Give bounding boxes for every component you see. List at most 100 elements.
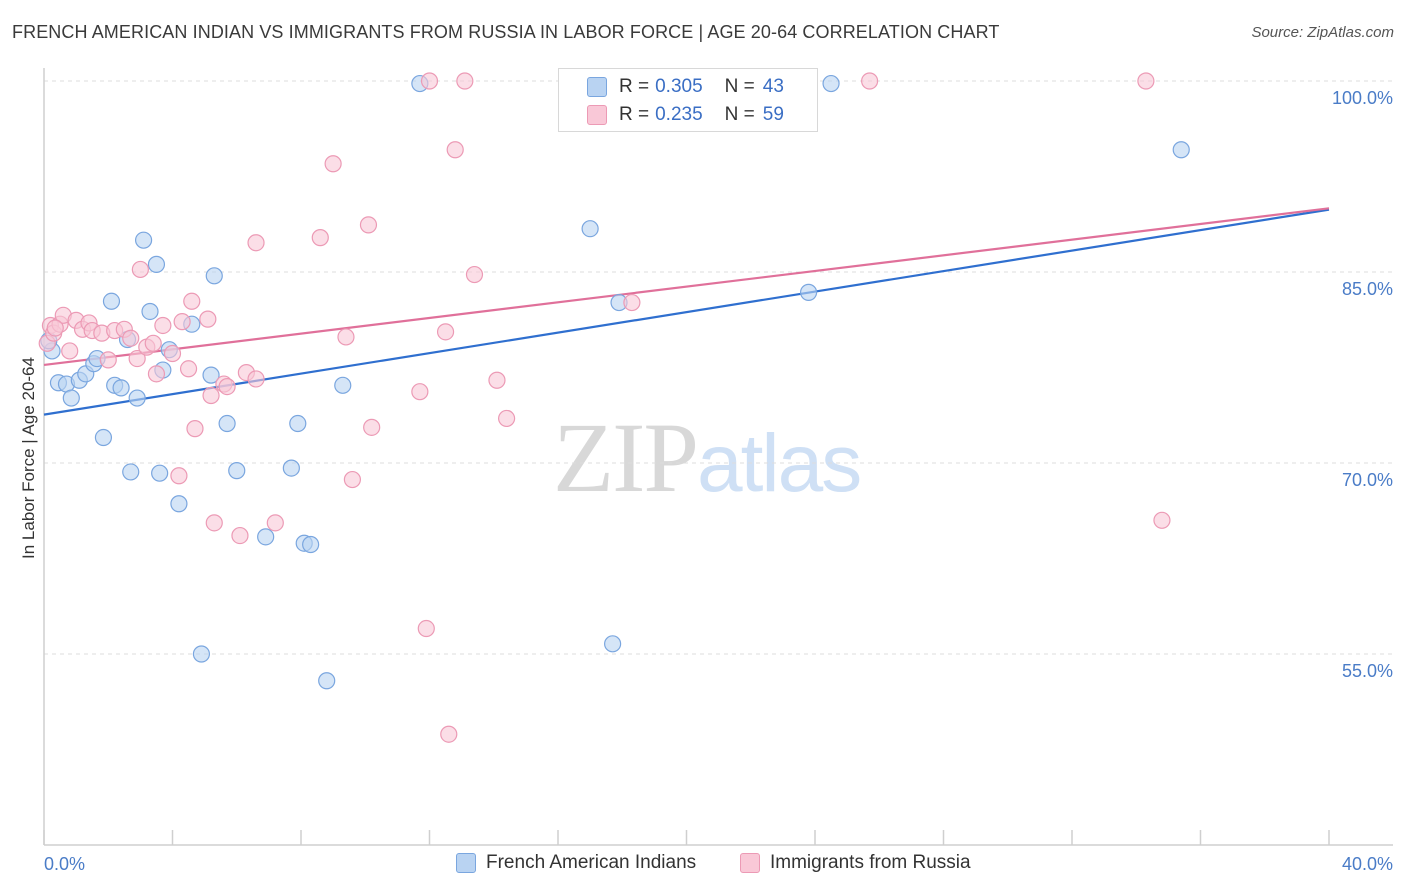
y-tick-labels: 55.0% 70.0% 85.0% 100.0%: [1332, 88, 1393, 681]
point-immigrants-from-russia: [99, 351, 117, 369]
point-immigrants-from-russia: [61, 342, 79, 360]
trend-lines: [43, 207, 1330, 416]
point-immigrants-from-russia: [446, 141, 464, 159]
trend-line-pink: [43, 207, 1330, 367]
point-immigrants-from-russia: [247, 370, 265, 388]
point-immigrants-from-russia: [179, 360, 198, 378]
legend-r-label: R =: [619, 76, 650, 97]
point-french-american-indians: [799, 283, 818, 301]
legend-row-pink: R = 0.235 N = 59: [559, 101, 784, 129]
y-tick-label: 70.0%: [1342, 470, 1393, 490]
point-immigrants-from-russia: [247, 234, 265, 252]
legend-r-label: R =: [619, 104, 650, 125]
y-tick-label: 100.0%: [1332, 88, 1393, 108]
series-immigrants-from-russia: [38, 72, 1171, 743]
bottom-legend-swatch-blue: [456, 853, 476, 873]
point-immigrants-from-russia: [324, 155, 342, 173]
legend-n-value: 59: [762, 104, 784, 125]
point-immigrants-from-russia: [163, 344, 182, 363]
point-french-american-indians: [289, 414, 307, 433]
point-french-american-indians: [318, 672, 336, 690]
point-french-american-indians: [302, 535, 320, 554]
point-immigrants-from-russia: [417, 619, 435, 638]
point-immigrants-from-russia: [266, 514, 284, 532]
y-tick-label: 85.0%: [1342, 279, 1393, 299]
point-immigrants-from-russia: [173, 313, 191, 331]
point-immigrants-from-russia: [488, 371, 506, 389]
legend-swatch-pink: [587, 105, 607, 125]
point-french-american-indians: [134, 231, 153, 249]
point-french-american-indians: [334, 376, 352, 394]
point-immigrants-from-russia: [186, 420, 204, 438]
legend-n-value: 43: [762, 76, 784, 97]
point-immigrants-from-russia: [231, 526, 249, 545]
point-immigrants-from-russia: [343, 470, 361, 489]
point-immigrants-from-russia: [144, 334, 162, 352]
legend-row-blue: R = 0.305 N = 43: [559, 73, 784, 101]
bottom-legend-label-blue: French American Indians: [486, 852, 697, 873]
point-french-american-indians: [604, 635, 622, 653]
point-french-american-indians: [62, 389, 80, 407]
point-immigrants-from-russia: [202, 386, 220, 405]
point-immigrants-from-russia: [861, 72, 879, 90]
point-french-american-indians: [170, 495, 188, 513]
point-french-american-indians: [581, 220, 599, 238]
point-immigrants-from-russia: [122, 329, 140, 347]
point-immigrants-from-russia: [218, 378, 236, 396]
point-immigrants-from-russia: [498, 409, 516, 428]
point-french-american-indians: [147, 255, 166, 273]
point-immigrants-from-russia: [623, 293, 641, 312]
stats-legend: R = 0.305 N = 43 R = 0.235 N = 59: [558, 68, 818, 132]
point-french-american-indians: [257, 528, 275, 546]
point-french-american-indians: [218, 414, 236, 433]
x-tick-label-max: 40.0%: [1342, 854, 1393, 874]
point-french-american-indians: [205, 267, 223, 285]
point-french-american-indians: [151, 464, 169, 482]
point-immigrants-from-russia: [170, 467, 188, 485]
point-immigrants-from-russia: [154, 316, 172, 335]
point-immigrants-from-russia: [147, 365, 166, 383]
point-french-american-indians: [282, 459, 300, 477]
watermark-zip: ZIP: [553, 402, 699, 513]
point-french-american-indians: [141, 302, 159, 321]
point-immigrants-from-russia: [465, 265, 484, 284]
bottom-legend-blue: French American Indians: [456, 852, 696, 874]
point-immigrants-from-russia: [131, 260, 149, 279]
point-immigrants-from-russia: [440, 725, 458, 743]
point-french-american-indians: [102, 292, 121, 310]
legend-r-value: 0.235: [655, 104, 703, 125]
point-french-american-indians: [228, 462, 246, 480]
legend-r-value: 0.305: [655, 76, 703, 97]
point-immigrants-from-russia: [128, 349, 146, 368]
source-credit: Source: ZipAtlas.com: [1251, 24, 1394, 41]
x-tick-label-min: 0.0%: [44, 854, 85, 874]
point-french-american-indians: [128, 389, 146, 407]
point-french-american-indians: [202, 366, 220, 384]
point-french-american-indians: [192, 645, 211, 663]
legend-n-label: N =: [724, 104, 755, 125]
legend-n-label: N =: [724, 76, 755, 97]
y-axis-label: In Labor Force | Age 20-64: [19, 357, 38, 559]
point-immigrants-from-russia: [411, 383, 429, 401]
point-immigrants-from-russia: [199, 310, 217, 328]
point-immigrants-from-russia: [183, 292, 201, 310]
point-french-american-indians: [94, 428, 113, 447]
point-immigrants-from-russia: [456, 72, 474, 90]
point-immigrants-from-russia: [1153, 511, 1171, 529]
legend-swatch-blue: [587, 77, 607, 97]
point-immigrants-from-russia: [436, 323, 455, 341]
point-immigrants-from-russia: [420, 72, 439, 90]
point-immigrants-from-russia: [311, 229, 329, 247]
x-axis-ticks: [43, 830, 1330, 845]
watermark: ZIPatlas: [553, 400, 862, 515]
y-tick-label: 55.0%: [1342, 661, 1393, 681]
series-french-american-indians: [40, 74, 1190, 690]
point-immigrants-from-russia: [359, 216, 378, 234]
point-immigrants-from-russia: [1137, 72, 1155, 90]
point-french-american-indians: [122, 463, 140, 481]
bottom-legend-label-pink: Immigrants from Russia: [770, 852, 971, 873]
point-french-american-indians: [1172, 141, 1190, 159]
axes: [43, 68, 1393, 846]
point-immigrants-from-russia: [363, 418, 381, 436]
